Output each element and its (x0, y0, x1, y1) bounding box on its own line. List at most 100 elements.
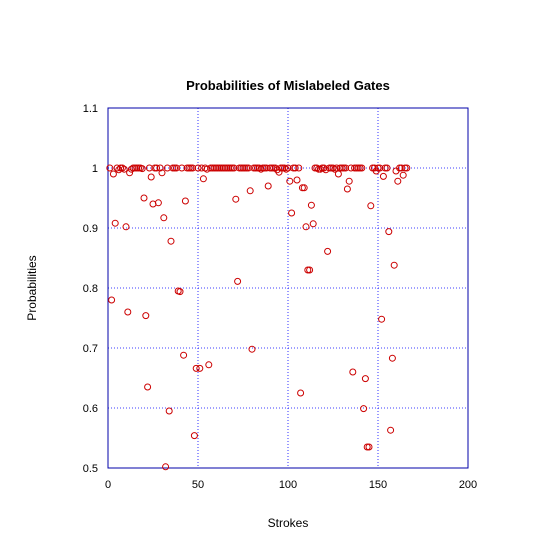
data-point (154, 199, 162, 207)
data-point (275, 168, 283, 176)
data-point (320, 164, 328, 172)
data-point (388, 354, 396, 362)
data-point (142, 312, 150, 320)
data-point (342, 164, 350, 172)
data-point (262, 164, 270, 172)
data-point (394, 177, 402, 185)
data-point (153, 164, 161, 172)
x-tick-label: 50 (192, 479, 204, 491)
data-point (280, 164, 288, 172)
data-point (120, 165, 128, 173)
data-point (138, 165, 146, 173)
data-point (244, 164, 252, 172)
data-point (124, 308, 132, 316)
data-point (313, 164, 321, 172)
data-point (113, 164, 121, 172)
data-point (108, 296, 116, 304)
data-point (176, 288, 184, 296)
y-tick-label: 0.9 (83, 223, 98, 235)
data-point (387, 426, 395, 434)
data-point (302, 223, 310, 231)
data-point (367, 202, 375, 210)
data-point (196, 364, 204, 372)
data-point (385, 228, 393, 236)
tick-layer: 0 50 100 150 200 0.5 0.6 0.7 0.8 0.9 1 1.1 (83, 103, 477, 491)
data-point (140, 194, 148, 202)
y-tick-label: 0.5 (83, 463, 98, 475)
data-point (291, 164, 299, 172)
data-point (383, 164, 391, 172)
data-point (162, 463, 170, 471)
data-point (390, 261, 398, 269)
data-point (165, 407, 173, 415)
data-point (189, 164, 197, 172)
y-axis-label: Probabilities (25, 255, 39, 320)
data-point (271, 164, 279, 172)
data-point (365, 443, 373, 451)
data-point (178, 164, 186, 172)
data-point (347, 164, 355, 172)
grid-layer (108, 108, 468, 468)
data-point (246, 187, 254, 195)
x-tick-label: 0 (105, 479, 111, 491)
data-point (156, 164, 164, 172)
data-point (115, 166, 123, 174)
x-axis-label: Strokes (268, 516, 309, 530)
data-point (397, 164, 405, 172)
data-point (300, 184, 308, 192)
data-point (306, 266, 314, 274)
data-point (399, 171, 407, 179)
data-point (403, 164, 411, 172)
data-point (109, 170, 117, 178)
data-point (192, 364, 200, 372)
x-tick-label: 200 (459, 479, 477, 491)
chart-title: Probabilities of Mislabeled Gates (186, 78, 390, 93)
data-point (343, 185, 351, 193)
data-point (329, 164, 337, 172)
data-point (181, 197, 189, 205)
data-point (360, 405, 368, 413)
data-point (324, 247, 332, 255)
data-point (307, 201, 315, 209)
data-point (232, 195, 240, 203)
data-point (122, 223, 130, 231)
data-point (293, 176, 301, 184)
data-point (163, 164, 171, 172)
data-point (284, 164, 292, 172)
data-point (160, 214, 168, 222)
data-point (288, 209, 296, 217)
data-point (349, 368, 357, 376)
x-tick-label: 150 (369, 479, 387, 491)
point-layer (106, 164, 411, 471)
data-point (201, 164, 209, 172)
data-point (205, 361, 213, 369)
data-point (295, 164, 303, 172)
y-tick-label: 1 (92, 163, 98, 175)
data-point (199, 175, 207, 183)
data-point (316, 165, 324, 173)
y-tick-label: 0.8 (83, 283, 98, 295)
data-point (111, 219, 119, 227)
data-point (297, 389, 305, 397)
plot-frame (107, 107, 469, 469)
x-tick-label: 100 (279, 479, 297, 491)
data-point (144, 383, 152, 391)
y-tick-label: 0.7 (83, 343, 98, 355)
y-tick-label: 0.6 (83, 403, 98, 415)
data-point (345, 177, 353, 185)
data-point (234, 277, 242, 285)
data-point (379, 172, 387, 180)
data-point (145, 164, 153, 172)
data-point (230, 164, 238, 172)
data-point (180, 351, 188, 359)
data-point (118, 164, 126, 172)
data-point (190, 432, 198, 440)
data-point (282, 165, 290, 173)
data-point (248, 345, 256, 353)
data-point (172, 164, 180, 172)
data-point (167, 237, 175, 245)
data-point (255, 164, 263, 172)
data-point (334, 170, 342, 178)
data-point (309, 220, 317, 228)
data-point (378, 315, 386, 323)
